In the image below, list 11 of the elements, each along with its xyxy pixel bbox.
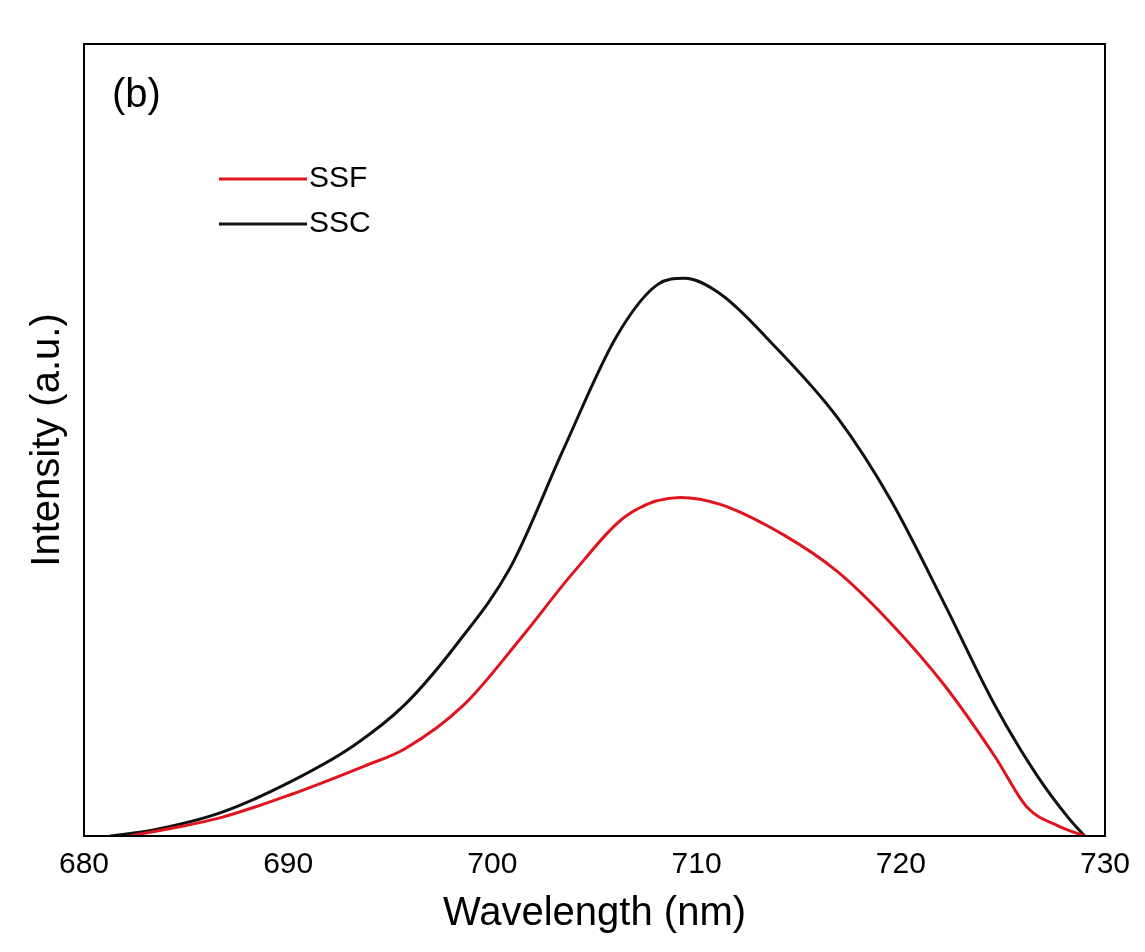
- y-axis-title: Intensity (a.u.): [23, 313, 68, 567]
- legend-label: SSF: [309, 160, 368, 194]
- x-tick-label: 680: [58, 846, 110, 880]
- x-tick-label: 730: [1079, 846, 1131, 880]
- text: (b): [112, 71, 161, 116]
- x-tick-label: 710: [671, 846, 722, 880]
- x-tick-label: 700: [467, 846, 518, 880]
- legend-label: SSC: [309, 205, 371, 239]
- x-tick-label: 690: [263, 846, 314, 880]
- x-axis-title: Wavelength (nm): [442, 889, 747, 934]
- x-tick-label: 720: [875, 846, 926, 880]
